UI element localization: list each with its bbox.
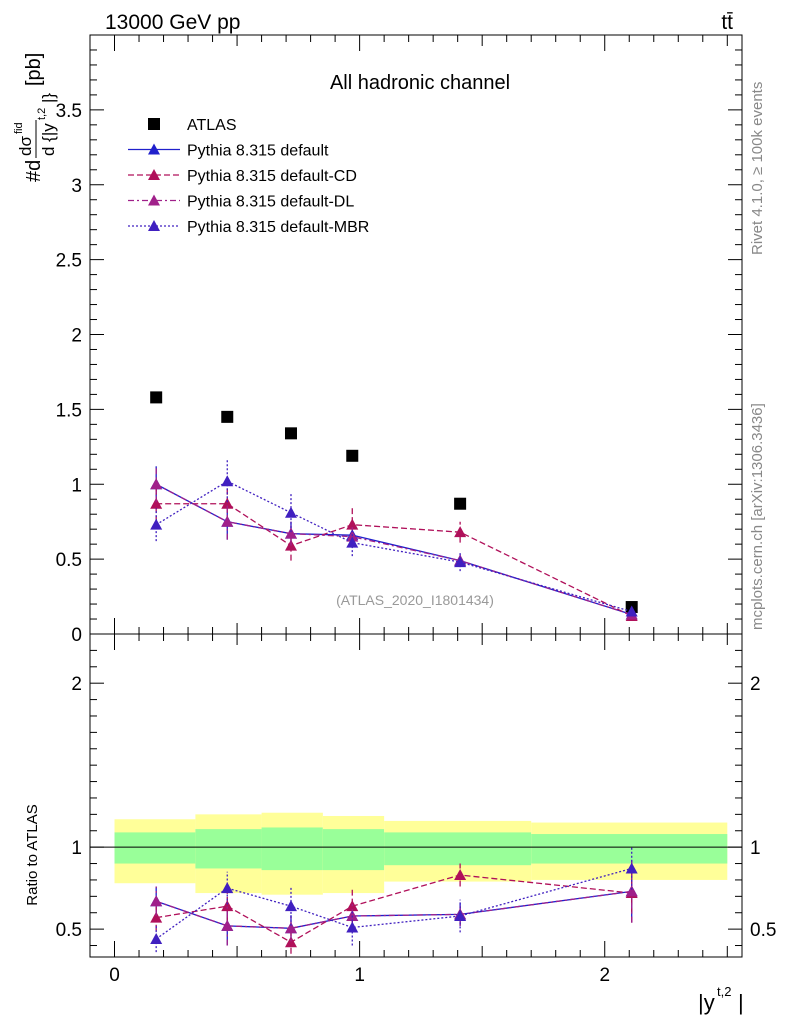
ratio-ytick-label: 0.5 — [56, 920, 82, 941]
main-series-point — [221, 515, 234, 527]
ratio-series-point — [625, 885, 638, 897]
svg-text:|: | — [738, 990, 744, 1015]
svg-text:dσ: dσ — [16, 136, 35, 156]
main-series-point — [150, 518, 163, 530]
band-inner — [322, 829, 385, 871]
ratio-series-line — [155, 890, 632, 929]
axes-frames: 0 0.5 1 1.5 2 2.5 3 3.5 0.5 0.5 1 1 2 2 0 1 2 — [56, 34, 776, 986]
svg-text:|}: |} — [39, 93, 58, 103]
main-atlas-point — [454, 497, 467, 510]
x-axis-label: |y t,2 | — [698, 984, 744, 1015]
ratio-ylabel: Ratio to ATLAS — [24, 804, 41, 905]
main-series-point — [221, 475, 234, 487]
ratio-series-line — [156, 874, 632, 943]
main-series-point — [346, 536, 359, 548]
band-inner — [384, 832, 532, 866]
ratio-ytick-label-right: 0.5 — [750, 920, 776, 941]
main-series-point — [284, 527, 297, 539]
band-inner — [531, 834, 728, 864]
xtick-label: 1 — [354, 965, 365, 986]
process-label: tt̄ — [721, 11, 733, 34]
svg-text:fid: fid — [13, 122, 25, 134]
main-series-line — [155, 480, 632, 613]
main-ytick-label: 1.5 — [56, 400, 82, 421]
main-series-point — [221, 497, 234, 509]
main-series-point — [454, 526, 467, 538]
main-atlas-point — [150, 391, 163, 404]
ratio-series-point — [150, 895, 163, 907]
xtick-label: 2 — [599, 965, 610, 986]
svg-text:|y: |y — [698, 990, 715, 1015]
legend-atlas-marker — [148, 118, 160, 130]
ratio-ytick-label: 1 — [71, 838, 82, 859]
main-series-point — [150, 497, 163, 509]
main-series-point — [284, 506, 297, 518]
legend-label: Pythia 8.315 default-MBR — [187, 219, 369, 236]
svg-text:[pb]: [pb] — [23, 53, 45, 86]
main-series-point — [346, 518, 359, 530]
svg-text:d {|y: d {|y — [39, 123, 58, 156]
rivet-label: Rivet 4.1.0, ≥ 100k events — [749, 82, 766, 255]
main-ytick-label: 3 — [71, 176, 82, 197]
legend: ATLAS Pythia 8.315 default Pythia 8.315 de… — [128, 117, 369, 236]
ratio-ytick-label-right: 1 — [750, 838, 761, 859]
ratio-series-point — [221, 882, 234, 894]
ratio-series-point — [284, 936, 297, 948]
main-ytick-label: 0 — [71, 625, 82, 646]
legend-marker — [148, 143, 160, 155]
main-ytick-label: 0.5 — [56, 550, 82, 571]
energy-label: 13000 GeV pp — [105, 11, 240, 34]
main-series-point — [150, 478, 163, 490]
main-series-line — [155, 483, 632, 616]
ratio-uncertainty-bands — [90, 812, 742, 895]
main-panel-marks — [150, 391, 638, 622]
ratio-ytick-label-right: 2 — [750, 674, 761, 695]
ratio-series-point — [284, 922, 297, 934]
ratio-series-point — [221, 919, 234, 931]
band-inner — [114, 832, 196, 864]
ratio-panel-marks — [150, 847, 638, 954]
main-atlas-point — [346, 449, 359, 462]
main-atlas-point — [221, 410, 234, 423]
main-ytick-label: 2 — [71, 326, 82, 347]
svg-text:t,2: t,2 — [717, 984, 731, 999]
main-ytick-label: 2.5 — [56, 251, 82, 272]
main-series-line — [156, 503, 632, 617]
main-series-point — [625, 605, 638, 617]
analysis-label: (ATLAS_2020_I1801434) — [336, 592, 494, 608]
ratio-series-point — [150, 932, 163, 944]
ratio-ytick-label: 2 — [71, 674, 82, 695]
ratio-series-point — [284, 900, 297, 912]
band-inner — [261, 827, 323, 871]
legend-label: ATLAS — [187, 117, 237, 134]
ratio-series-line — [155, 867, 632, 940]
legend-label: Pythia 8.315 default-CD — [187, 168, 357, 185]
ratio-series-point — [625, 862, 638, 874]
ratio-series-point — [346, 921, 359, 933]
ratio-frame — [89, 633, 743, 958]
ratio-series-point — [454, 910, 467, 922]
legend-marker — [148, 169, 160, 180]
svg-text:#d: #d — [23, 160, 45, 182]
legend-label: Pythia 8.315 default-DL — [187, 194, 354, 211]
legend-label: Pythia 8.315 default — [187, 143, 329, 160]
mcplots-label: mcplots.cern.ch [arXiv:1306.3436] — [749, 403, 766, 630]
ratio-series-point — [454, 869, 467, 881]
main-series-point — [346, 530, 359, 542]
plot-title: All hadronic channel — [330, 72, 510, 94]
main-ytick-label: 1 — [71, 475, 82, 496]
band-inner — [195, 829, 262, 869]
legend-marker — [148, 220, 160, 231]
xtick-label: 0 — [109, 965, 120, 986]
legend-marker — [148, 194, 160, 206]
main-ylabel: #d dσ fid d {|y t,2 |} [pb] — [13, 53, 58, 182]
main-ytick-label: 3.5 — [56, 101, 82, 122]
ratio-series-point — [221, 900, 234, 912]
main-series-point — [454, 556, 467, 568]
ratio-series-point — [346, 910, 359, 922]
ratio-series-point — [150, 911, 163, 923]
svg-text:t,2: t,2 — [36, 108, 48, 120]
main-atlas-point — [284, 427, 297, 440]
